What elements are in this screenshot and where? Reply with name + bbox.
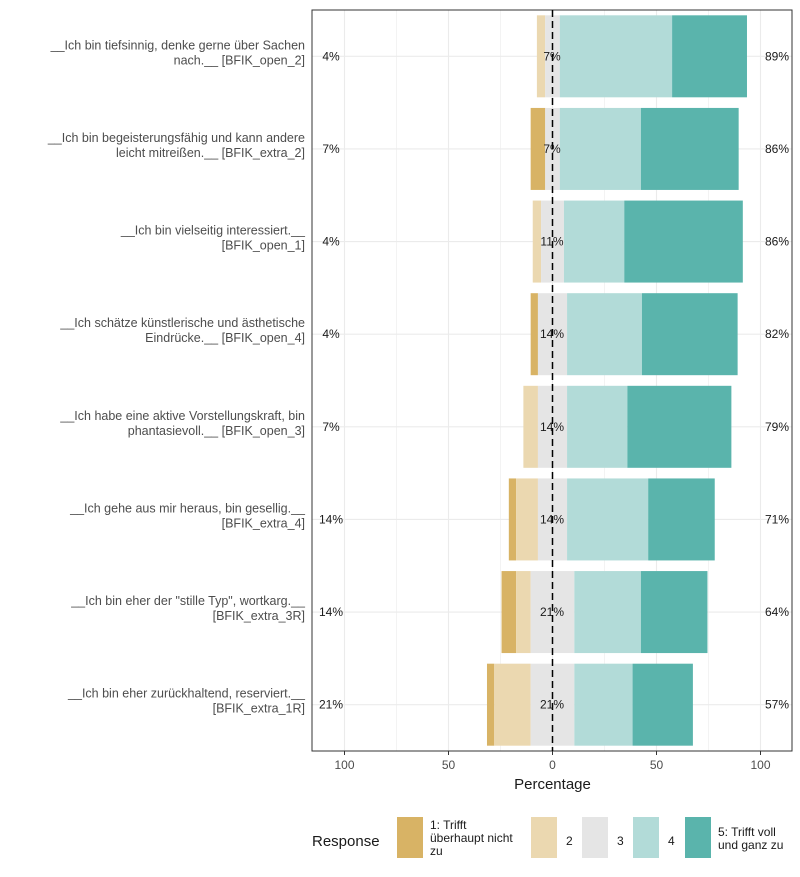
bar-segment-level-4 [559,15,673,98]
bar-segment-level-4 [567,478,649,561]
bar-segment-level-4 [563,200,625,283]
bar-segment-level-2 [523,385,538,468]
low-percent-label: 14% [319,512,343,526]
bar-segment-level-5 [624,200,743,283]
low-percent-label: 4% [322,327,340,341]
legend-label-level-2: 2 [566,834,573,848]
text-layer: __Ich bin tiefsinnig, denke gerne über S… [47,38,789,715]
high-percent-label: 71% [765,512,789,526]
high-percent-label: 89% [765,49,789,63]
bar-segment-level-5 [627,385,732,468]
bar-segment-level-4 [574,571,641,654]
legend-key-level-2 [531,817,557,858]
legend-key-level-1 [397,817,423,858]
legend-label-level-4: 4 [668,834,675,848]
x-tick-label: 100 [750,758,770,772]
bar-segment-level-5 [640,571,708,654]
item-label-line: __Ich bin tiefsinnig, denke gerne über S… [50,38,305,52]
x-tick-label: 100 [334,758,354,772]
item-label: __Ich bin eher zurückhaltend, reserviert… [67,687,306,716]
bar-segment-level-5 [641,293,738,376]
item-label: __Ich schätze künstlerische und ästhetis… [59,316,305,345]
bar-segment-level-4 [567,293,642,376]
x-axis-title: Percentage [514,776,591,793]
item-label-line: [BFIK_extra_1R] [213,702,305,716]
item-label-line: [BFIK_extra_3R] [213,609,305,623]
item-label: __Ich bin vielseitig interessiert.__ [BFI… [120,224,306,253]
high-percent-label: 64% [765,605,789,619]
bar-segment-level-5 [632,663,693,746]
bar-segment-level-4 [567,385,628,468]
legend-label-level-1: überhaupt nicht [430,831,513,845]
low-percent-label: 4% [322,235,340,249]
bars-layer [486,15,747,746]
item-label-line: __Ich gehe aus mir heraus, bin gesellig.… [69,501,306,515]
bar-segment-level-1 [508,478,517,561]
low-percent-label: 14% [319,605,343,619]
item-label-line: Eindrücke.__ [BFIK_open_4] [145,331,305,345]
low-percent-label: 7% [322,420,340,434]
bar-segment-level-1 [530,293,538,376]
bar-segment-level-4 [574,663,633,746]
neutral-percent-label: 21% [540,605,564,619]
bar-segment-level-2 [516,478,538,561]
high-percent-label: 86% [765,142,789,156]
bar-segment-level-5 [672,15,747,98]
item-label-line: phantasievoll.__ [BFIK_open_3] [128,424,305,438]
item-label-line: __Ich schätze künstlerische und ästhetis… [59,316,305,330]
legend-key-level-5 [685,817,711,858]
legend-label-level-3: 3 [617,834,624,848]
item-label-line: __Ich bin eher zurückhaltend, reserviert… [67,687,306,701]
high-percent-label: 82% [765,327,789,341]
bar-segment-level-2 [536,15,546,98]
item-label-line: __Ich bin vielseitig interessiert.__ [120,224,306,238]
bar-segment-level-5 [648,478,715,561]
item-label-line: __Ich bin eher der "stille Typ", wortkar… [70,594,306,608]
low-percent-label: 4% [322,49,340,63]
item-label-line: __Ich habe eine aktive Vorstellungskraft… [59,409,305,423]
bar-segment-level-1 [486,663,495,746]
item-label-line: __Ich bin begeisterungsfähig und kann an… [47,131,305,145]
low-percent-label: 7% [322,142,340,156]
legend-label-level-1: 1: Trifft [430,818,467,832]
x-axis: 100 50 0 50 100 [334,751,771,772]
item-label: __Ich gehe aus mir heraus, bin gesellig.… [69,501,306,530]
bar-segment-level-4 [559,107,641,190]
legend-label-level-1: zu [430,844,443,858]
bar-segment-level-2 [516,571,531,654]
legend-label-level-5: 5: Trifft voll [718,825,776,839]
high-percent-label: 57% [765,698,789,712]
legend-key-level-3 [582,817,608,858]
bar-segment-level-2 [494,663,531,746]
bar-segment-level-2 [532,200,542,283]
x-tick-label: 0 [549,758,556,772]
item-label: __Ich bin eher der "stille Typ", wortkar… [70,594,306,623]
low-percent-label: 21% [319,698,343,712]
item-label: __Ich bin begeisterungsfähig und kann an… [47,131,305,160]
neutral-percent-label: 14% [540,420,564,434]
bar-segment-level-1 [530,107,546,190]
high-percent-label: 79% [765,420,789,434]
x-tick-label: 50 [650,758,664,772]
item-label: __Ich bin tiefsinnig, denke gerne über S… [50,38,305,67]
item-label: __Ich habe eine aktive Vorstellungskraft… [59,409,305,438]
bar-segment-level-1 [501,571,517,654]
legend-key-level-4 [633,817,659,858]
x-tick-label: 50 [442,758,456,772]
item-label-line: nach.__ [BFIK_open_2] [174,53,305,67]
legend-label-level-5: und ganz zu [718,838,783,852]
item-label-line: [BFIK_open_1] [222,239,305,253]
item-label-line: [BFIK_extra_4] [222,516,305,530]
high-percent-label: 86% [765,235,789,249]
legend-title: Response [312,833,380,850]
item-label-line: leicht mitreißen.__ [BFIK_extra_2] [116,146,305,160]
bar-segment-level-5 [640,107,739,190]
